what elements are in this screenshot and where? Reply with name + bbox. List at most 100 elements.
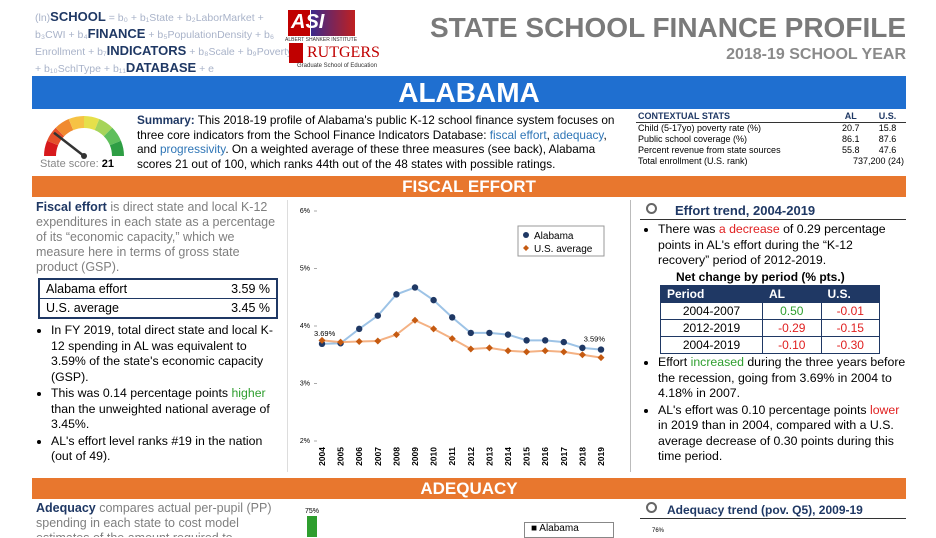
trend-rule (640, 518, 906, 519)
point (542, 337, 549, 344)
summary: Summary: This 2018-19 profile of Alabama… (137, 113, 627, 171)
text-run: + b₅PopulationDensity + b₆ Enrollment + … (35, 29, 275, 58)
section-header: ADEQUACY (32, 478, 906, 499)
effort-chart: 2% 3% 4% 5% 6% 2004 2005 2006 2007 2008 2009 2010 20… (300, 208, 606, 466)
row: Percent revenue from state sources 55.8 47… (636, 145, 906, 156)
cell: 87.6 (878, 134, 897, 144)
x-tick-label: 2017 (559, 447, 569, 466)
bullet: In FY 2019, total direct state and local… (51, 323, 284, 385)
series-line (321, 286, 602, 351)
text-run: . On a weighted average of these three m… (137, 142, 596, 171)
text-run: progressivity (159, 142, 226, 156)
row: 2004-2007 0.50 -0.01 (659, 302, 880, 320)
text-run: AL's effort level ranks #19 in the natio… (51, 433, 263, 464)
point (355, 338, 363, 346)
text-run: in 2019 than in 2004, compared with a U.… (658, 418, 894, 463)
gauge-band (44, 140, 59, 157)
bullet: Effort increased during the three years … (658, 355, 907, 402)
title: STATE SCHOOL FINANCE PROFILE (429, 12, 906, 43)
text-run: fiscal effort (489, 127, 547, 142)
cell: Child (5-17yo) poverty rate (%) (638, 123, 762, 133)
point (411, 316, 419, 324)
text-run: This 2018-19 profile of Alabama's public… (137, 113, 615, 142)
bullet: AL's effort level ranks #19 in the natio… (51, 434, 284, 465)
state-banner: ALABAMA (32, 76, 906, 109)
x-tick-label: 2007 (373, 447, 383, 466)
section-header: FISCAL EFFORT (32, 176, 906, 197)
trend-title: Adequacy trend (pov. Q5), 2009-19 (667, 503, 863, 517)
point (411, 284, 419, 291)
header-cell: CONTEXTUAL STATS (636, 111, 833, 123)
point (597, 346, 605, 353)
cell: -0.29 (762, 319, 822, 337)
text-run: , and (137, 127, 607, 157)
cell: 55.8 (841, 145, 860, 155)
logo-university: RUTGERS (307, 44, 380, 61)
chart-legend: ■ Alabama (524, 522, 614, 538)
text-run: INDICATORS (106, 43, 187, 58)
y-tick-label: 3% (300, 381, 310, 388)
gauge-band (55, 119, 74, 137)
y-tick-label: 4% (300, 323, 310, 330)
x-tick-label: 2016 (540, 447, 550, 466)
series-line (321, 319, 602, 359)
cell: -0.01 (820, 302, 880, 320)
cell: 2012-2019 (659, 319, 764, 337)
legend-marker (523, 232, 529, 238)
legend-box (517, 225, 605, 257)
header-cell: U.S. (869, 111, 906, 123)
cell: -0.10 (762, 336, 822, 354)
legend-label: Alabama (534, 231, 574, 242)
chart-tick: 75% (305, 508, 320, 515)
table-title: Net change by period (% pts.) (676, 270, 845, 284)
header-cell: AL (832, 111, 870, 123)
adequacy-intro: Adequacy compares actual per-pupil (PP) … (36, 501, 286, 537)
header-cell: U.S. (820, 285, 880, 303)
text-run: , (546, 127, 554, 142)
point (523, 348, 531, 356)
point (449, 314, 456, 321)
text-run: of 0.29 percentage points in AL's effort… (658, 222, 886, 267)
text-run: compares actual per-pupil (PP) spending … (36, 501, 272, 537)
point (485, 344, 493, 352)
point (597, 354, 605, 362)
text-run: is direct state and local K-12 expenditu… (36, 200, 276, 274)
row: 2004-2019 -0.10 -0.30 (659, 336, 880, 354)
row: 2012-2019 -0.29 -0.15 (659, 319, 880, 337)
text-run: In FY 2019, total direct state and local… (51, 323, 273, 384)
point (486, 329, 493, 337)
row: Child (5-17yo) poverty rate (%) 20.7 15.8 (636, 123, 906, 135)
data-label: 3.69% (314, 329, 336, 338)
formula: (ln)SCHOOL = b₀ + b₁State + b₂LaborMarke… (35, 9, 293, 77)
cell: Percent revenue from state sources (638, 145, 781, 155)
cell: U.S. average (46, 301, 119, 315)
point (467, 345, 475, 353)
point (430, 325, 438, 333)
text-run: lower (869, 402, 900, 417)
cell: 20.7 (841, 123, 860, 133)
effort-box: Alabama effort 3.59 % U.S. average 3.45 % (38, 278, 278, 319)
point (504, 331, 512, 338)
text-run: + e (196, 63, 214, 75)
gauge-band (103, 127, 121, 146)
divider (630, 200, 631, 472)
text-run: FINANCE (87, 26, 146, 41)
point (523, 337, 530, 344)
logo: ASI ALBERT SHANKER INSTITUTE RUTGERS Gra… (285, 10, 385, 70)
row: U.S. average 3.45 % (39, 299, 277, 319)
text-run: This was 0.14 percentage points (51, 386, 232, 400)
row: Alabama effort 3.59 % (39, 279, 277, 299)
y-tick-label: 2% (300, 438, 310, 445)
net-change-table: Period AL U.S. 2004-2007 0.50 -0.01 2012-2019-… (659, 285, 880, 354)
point (337, 338, 345, 346)
fiscal-intro: Fiscal effort is direct state and local … (36, 200, 284, 275)
text-run: SCHOOL (50, 9, 106, 24)
chart-bar (307, 516, 317, 537)
text-run: than the unweighted national average of … (51, 401, 270, 432)
point (392, 331, 400, 339)
score-label: State score: (40, 158, 99, 170)
text-run: increased (690, 355, 744, 369)
text-run: higher (231, 386, 266, 400)
point (374, 337, 382, 345)
